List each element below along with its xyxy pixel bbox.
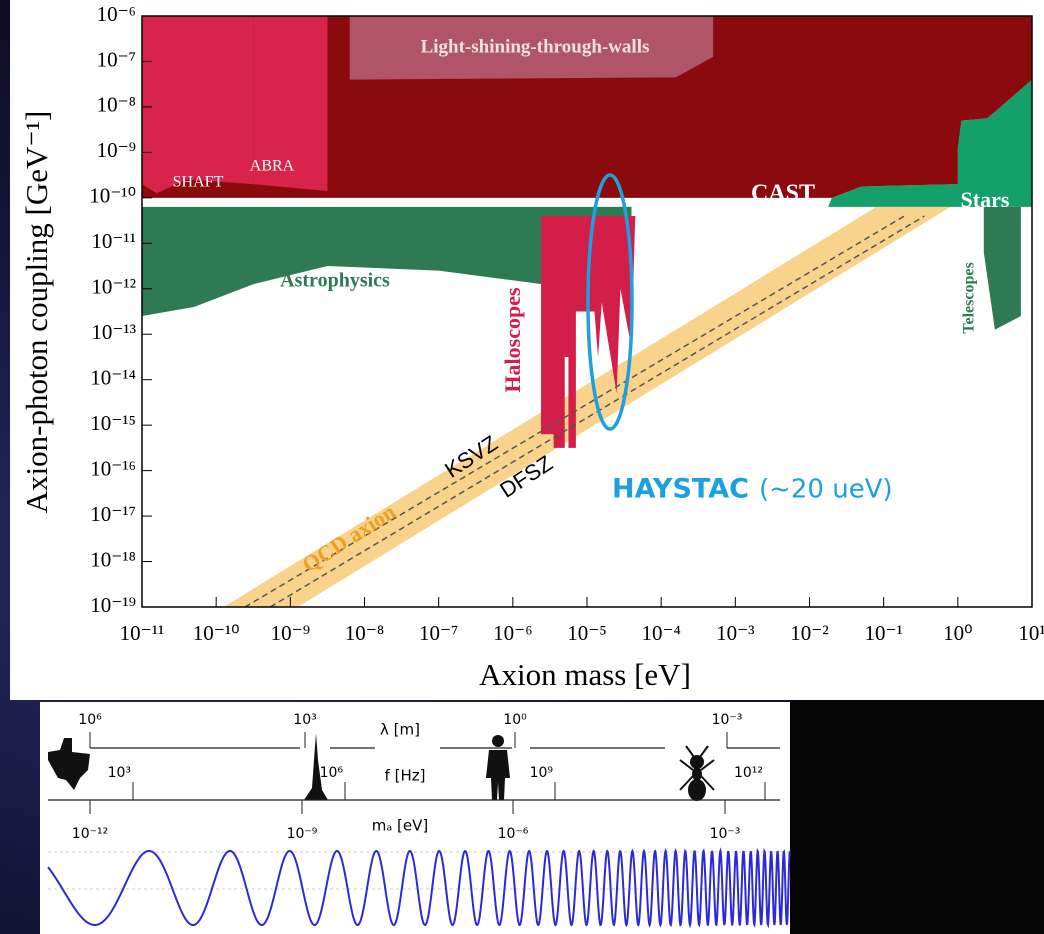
wavelength-title: λ [m]: [380, 721, 420, 739]
slide: 10⁻¹¹ 10⁻¹⁰ 10⁻⁹ 10⁻⁸ 10⁻⁷ 10⁻⁶ 10⁻⁵ 10⁻⁴ 10⁻³ 10…: [0, 0, 1044, 934]
region-label: Haloscopes: [500, 287, 525, 393]
page: 10⁻¹¹ 10⁻¹⁰ 10⁻⁹ 10⁻⁸ 10⁻⁷ 10⁻⁶ 10⁻⁵ 10⁻⁴ 10⁻³ 10…: [0, 0, 1044, 934]
y-tick-label: 10⁻¹²: [91, 275, 136, 299]
frequency-label: 10³: [108, 765, 131, 781]
y-tick-label: 10⁻¹³: [91, 320, 136, 344]
y-tick-label: 10⁻¹⁶: [90, 456, 136, 480]
frequency-label: 10¹²: [734, 765, 763, 781]
wavelength-label: 10⁶: [78, 712, 102, 728]
region: [142, 16, 253, 193]
region-label: SHAFT: [173, 174, 224, 191]
x-tick-label: 10⁻⁴: [641, 621, 680, 645]
y-tick-label: 10⁻¹⁴: [90, 366, 136, 390]
y-tick-label: 10⁻⁶: [97, 2, 136, 26]
x-tick-label: 10⁻⁶: [493, 621, 532, 645]
region-label: Light-shining-through-walls: [421, 36, 650, 57]
region-label: Astrophysics: [280, 270, 390, 292]
frequency-label: 10⁶: [320, 765, 344, 781]
y-tick-label: 10⁻¹⁰: [89, 184, 136, 208]
y-axis-title: Axion-photon coupling [GeV⁻¹]: [19, 111, 54, 514]
y-tick-label: 10⁻¹⁵: [90, 411, 136, 435]
wavelength-label: 10⁰: [503, 712, 527, 728]
x-tick-label: 10⁻¹: [864, 621, 902, 645]
x-tick-label: 10⁻¹⁰: [193, 621, 240, 645]
y-tick-label: 10⁻¹⁸: [90, 547, 136, 571]
x-tick-label: 10⁻¹¹: [120, 621, 165, 645]
dark-panel: [790, 700, 1044, 934]
frequency-title: f [Hz]: [385, 767, 426, 785]
y-tick-label: 10⁻⁷: [97, 47, 136, 71]
x-tick-label: 10⁰: [943, 621, 972, 645]
frequency-label: 10⁹: [530, 765, 554, 781]
x-tick-label: 10⁻⁵: [567, 621, 606, 645]
annotation-title: HAYSTAC: [612, 474, 749, 505]
x-tick-label: 10⁻⁸: [345, 621, 384, 645]
mass-label: 10⁻¹²: [72, 826, 108, 842]
y-tick-label: 10⁻¹¹: [91, 229, 136, 253]
x-axis-title: Axion mass [eV]: [479, 657, 691, 692]
x-tick-label: 10¹: [1018, 621, 1044, 645]
mass-label: 10⁻³: [710, 826, 741, 842]
mass-label: 10⁻⁶: [498, 826, 529, 842]
wavelength-label: 10⁻³: [712, 712, 743, 728]
y-tick-label: 10⁻¹⁷: [90, 502, 136, 526]
region-label: Telescopes: [961, 262, 978, 333]
mass-title: mₐ [eV]: [372, 817, 428, 835]
x-tick-label: 10⁻³: [716, 621, 754, 645]
y-tick-label: 10⁻⁹: [97, 138, 136, 162]
x-tick-label: 10⁻⁷: [419, 621, 458, 645]
mass-label: 10⁻⁹: [287, 826, 318, 842]
y-tick-label: 10⁻¹⁹: [90, 593, 136, 617]
x-tick-label: 10⁻²: [790, 621, 828, 645]
wavelength-label: 10³: [293, 712, 316, 728]
x-tick-label: 10⁻⁹: [271, 621, 310, 645]
annotation-text: (~20 ueV): [759, 475, 893, 505]
region-label: CAST: [751, 181, 815, 207]
region-label: ABRA: [250, 158, 295, 175]
y-tick-label: 10⁻⁸: [97, 93, 136, 117]
region-label: Stars: [961, 187, 1010, 212]
